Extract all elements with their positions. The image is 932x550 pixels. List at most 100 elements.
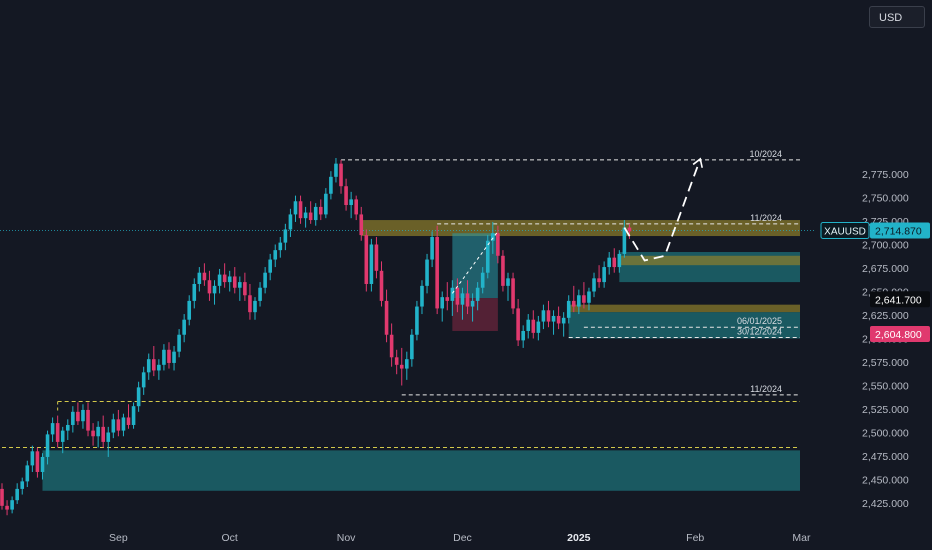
- price-tag-last: [870, 222, 930, 239]
- candle-body: [379, 270, 384, 301]
- price-axis[interactable]: 2,775.0002,750.0002,725.0002,700.0002,67…: [815, 0, 932, 550]
- candle-body: [592, 278, 596, 292]
- candle-body: [162, 349, 166, 365]
- candle-body: [597, 278, 601, 283]
- candle-body: [91, 430, 95, 437]
- candle-body: [485, 240, 490, 273]
- symbol-tag: [820, 222, 870, 240]
- candle-body: [501, 255, 505, 286]
- candle-body: [475, 287, 480, 301]
- candle-body: [339, 163, 343, 187]
- zone-teal_light: [452, 233, 498, 299]
- candle-body: [399, 364, 404, 369]
- candle-body: [0, 488, 4, 506]
- candles-layer: [0, 158, 632, 516]
- candle-body: [86, 409, 90, 431]
- candle-body: [30, 451, 35, 466]
- candle-body: [536, 321, 541, 333]
- candle-body: [248, 295, 252, 313]
- candle-body: [496, 233, 500, 256]
- price-tag-level: [870, 291, 930, 308]
- candle-body: [506, 278, 510, 286]
- candle-body: [440, 297, 445, 309]
- candle-body: [612, 257, 617, 268]
- candle-body: [410, 334, 414, 360]
- candle-body: [263, 272, 267, 288]
- candle-body: [566, 300, 571, 318]
- candle-body: [465, 293, 470, 307]
- candle-body: [354, 199, 358, 215]
- candle-body: [212, 285, 217, 294]
- zone-gold: [619, 255, 800, 266]
- candle-body: [435, 236, 439, 309]
- price-axis-bg: [815, 0, 932, 550]
- price-tick-label: 2,775.000: [862, 169, 909, 181]
- projection-arrowhead: [692, 157, 703, 168]
- candle-body: [81, 409, 85, 422]
- candle-body: [227, 276, 232, 283]
- candle-body: [182, 319, 186, 335]
- candle-body: [455, 287, 460, 305]
- price-tick-label: 2,675.000: [862, 263, 909, 275]
- price-tag-level-value: 2,641.700: [875, 294, 922, 306]
- time-axis[interactable]: Sep Oct Nov Dec 2025 Feb Mar: [109, 532, 811, 544]
- candle-body: [460, 293, 465, 305]
- candle-body: [364, 235, 369, 284]
- candle-body: [394, 357, 399, 365]
- candle-body: [172, 351, 176, 363]
- candle-body: [253, 300, 257, 313]
- time-tick-label: 2025: [567, 532, 591, 544]
- candle-body: [313, 206, 318, 221]
- candle-body: [222, 274, 227, 283]
- zone-gold: [568, 304, 800, 313]
- candle-body: [192, 283, 197, 301]
- price-tick-label: 2,450.000: [862, 475, 909, 487]
- candle-body: [278, 242, 283, 251]
- candle-body: [349, 199, 353, 206]
- candle-body: [50, 423, 55, 435]
- candle-body: [207, 280, 212, 294]
- price-tag-support-value: 2,604.800: [875, 329, 922, 341]
- candle-body: [177, 334, 181, 352]
- trade-path-line: [451, 231, 499, 294]
- candle-body: [571, 300, 576, 307]
- candle-body: [60, 430, 65, 442]
- candle-body: [25, 465, 30, 482]
- candle-body: [35, 451, 40, 472]
- currency-button[interactable]: USD: [869, 6, 925, 28]
- candle-body: [126, 417, 131, 425]
- candle-body: [45, 434, 50, 457]
- candle-body: [283, 229, 288, 243]
- price-tick-label: 2,525.000: [862, 404, 909, 416]
- candle-body: [136, 387, 141, 407]
- candle-body: [546, 310, 551, 322]
- candle-body: [55, 423, 60, 442]
- price-tick-label: 2,750.000: [862, 193, 909, 205]
- candle-body: [76, 411, 80, 422]
- candle-body: [121, 417, 126, 431]
- zone-teal: [568, 312, 800, 339]
- candle-body: [5, 505, 9, 510]
- price-tick-label: 2,575.000: [862, 357, 909, 369]
- symbol-tag-label: XAUUSD: [824, 227, 866, 238]
- candle-body: [425, 259, 429, 286]
- candle-body: [152, 359, 156, 371]
- candle-body: [116, 419, 121, 431]
- candle-body: [561, 317, 566, 324]
- price-tick-label: 2,500.000: [862, 428, 909, 440]
- zone-gold: [361, 220, 800, 237]
- candle-body: [531, 319, 536, 333]
- candle-body: [131, 406, 136, 425]
- candle-body: [40, 456, 45, 472]
- candle-body: [111, 419, 116, 433]
- candle-body: [146, 359, 151, 373]
- level-label: 30/12/2024: [737, 327, 782, 337]
- candle-body: [374, 244, 379, 271]
- time-tick-label: Sep: [109, 532, 128, 544]
- candle-body: [238, 282, 242, 288]
- candle-body: [303, 212, 308, 219]
- candle-body: [20, 481, 25, 489]
- level-label: 10/2024: [749, 149, 782, 159]
